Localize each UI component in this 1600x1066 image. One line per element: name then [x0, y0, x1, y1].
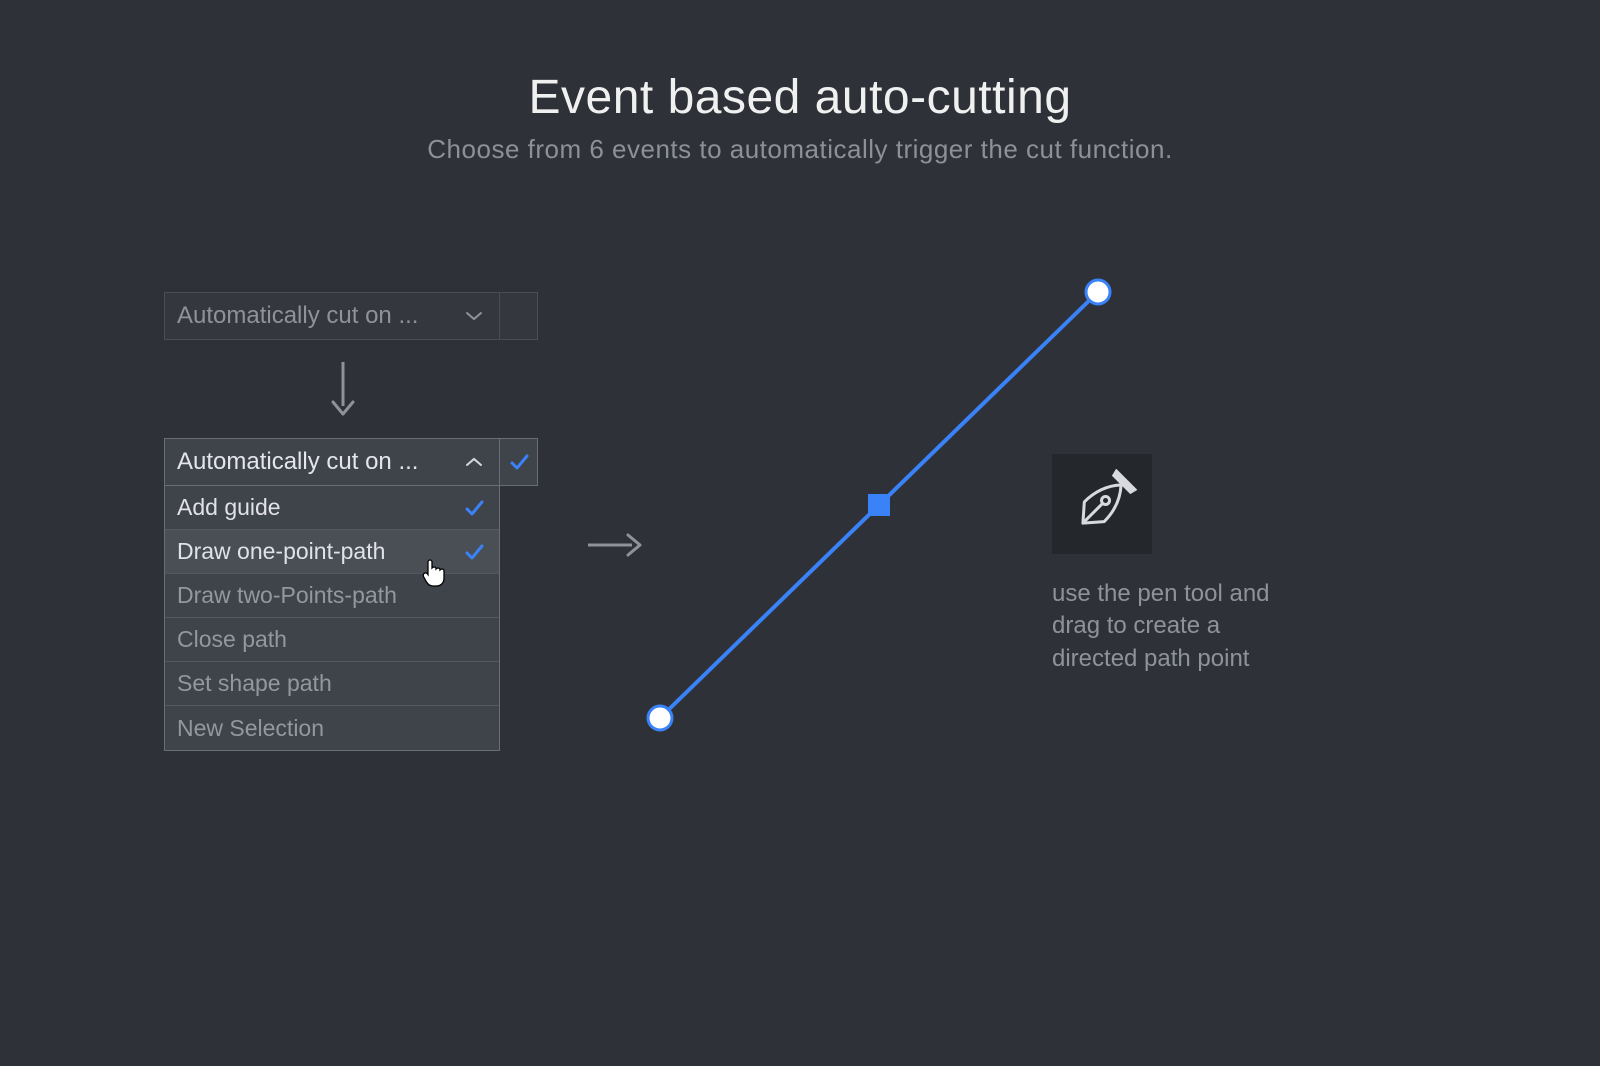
pen-tool-caption: use the pen tool and drag to create a di…: [1052, 578, 1292, 675]
dropdown-collapsed-label: Automatically cut on ...: [177, 302, 418, 330]
auto-cut-dropdown-collapsed[interactable]: Automatically cut on ...: [164, 292, 540, 340]
pen-tool-icon: [1052, 454, 1152, 554]
dropdown-options: Add guide Draw one-point-path Draw two-P…: [164, 486, 500, 751]
arrow-down-icon: [328, 358, 358, 418]
path-anchor-square: [868, 494, 890, 516]
option-label: New Selection: [177, 715, 324, 742]
option-label: Draw one-point-path: [177, 538, 385, 565]
option-label: Close path: [177, 626, 287, 653]
path-endpoint-start: [648, 706, 672, 730]
option-draw-one-point-path[interactable]: Draw one-point-path: [165, 530, 499, 574]
check-icon: [508, 451, 530, 473]
dropdown-extra-button[interactable]: [500, 292, 538, 340]
auto-cut-dropdown-expanded: Automatically cut on ... Add guide Draw …: [164, 438, 540, 751]
dropdown-extra-button-checked[interactable]: [500, 438, 538, 486]
option-label: Add guide: [177, 494, 281, 521]
check-icon: [463, 541, 485, 563]
check-icon: [463, 497, 485, 519]
option-close-path[interactable]: Close path: [165, 618, 499, 662]
option-label: Set shape path: [177, 670, 332, 697]
path-diagram: [640, 270, 1120, 740]
dropdown-field[interactable]: Automatically cut on ...: [164, 292, 500, 340]
chevron-up-icon: [465, 456, 483, 468]
arrow-right-icon: [584, 530, 644, 560]
feature-explainer: Event based auto-cutting Choose from 6 e…: [0, 0, 1600, 1066]
page-subtitle: Choose from 6 events to automatically tr…: [0, 134, 1600, 165]
dropdown-expanded-label: Automatically cut on ...: [177, 448, 418, 476]
page-title: Event based auto-cutting: [0, 70, 1600, 125]
chevron-down-icon: [465, 310, 483, 322]
option-set-shape-path[interactable]: Set shape path: [165, 662, 499, 706]
path-endpoint-end: [1086, 280, 1110, 304]
option-label: Draw two-Points-path: [177, 582, 397, 609]
option-draw-two-points-path[interactable]: Draw two-Points-path: [165, 574, 499, 618]
pen-tool-hint: use the pen tool and drag to create a di…: [1052, 454, 1292, 675]
option-add-guide[interactable]: Add guide: [165, 486, 499, 530]
dropdown-header[interactable]: Automatically cut on ...: [164, 438, 500, 486]
option-new-selection[interactable]: New Selection: [165, 706, 499, 750]
